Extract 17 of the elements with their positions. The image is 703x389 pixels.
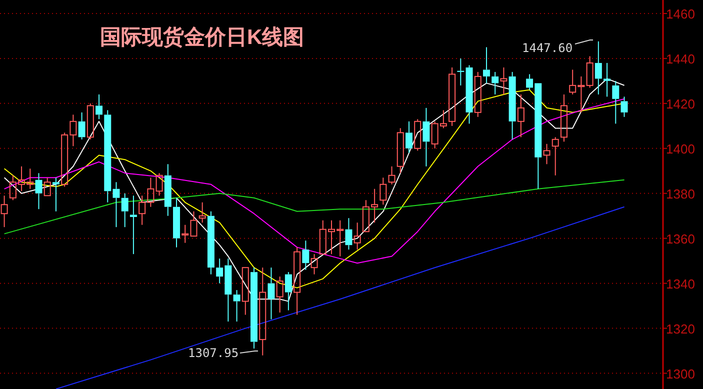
annotation: 1447.60 <box>522 41 573 55</box>
y-tick-label: 1360 <box>666 231 695 246</box>
annotation: 1307.95 <box>188 346 258 360</box>
line-series <box>56 206 625 389</box>
y-tick-label: 1320 <box>666 321 695 336</box>
y-tick-label: 1380 <box>666 186 695 202</box>
y-tick-label: 1300 <box>666 366 695 382</box>
line-series <box>4 179 625 234</box>
text: 国际现货金价日K线图 <box>100 26 304 49</box>
annotation: 1447.60 <box>522 40 594 55</box>
y-tick-label: 1460 <box>666 6 695 22</box>
y-tick-label: 1440 <box>666 51 695 66</box>
line-series <box>4 98 625 264</box>
y-tick-label: 1340 <box>666 276 695 292</box>
y-tick-label: 1420 <box>666 96 695 112</box>
y-tick-label: 1400 <box>666 141 695 156</box>
annotation: 1307.95 <box>188 346 239 360</box>
